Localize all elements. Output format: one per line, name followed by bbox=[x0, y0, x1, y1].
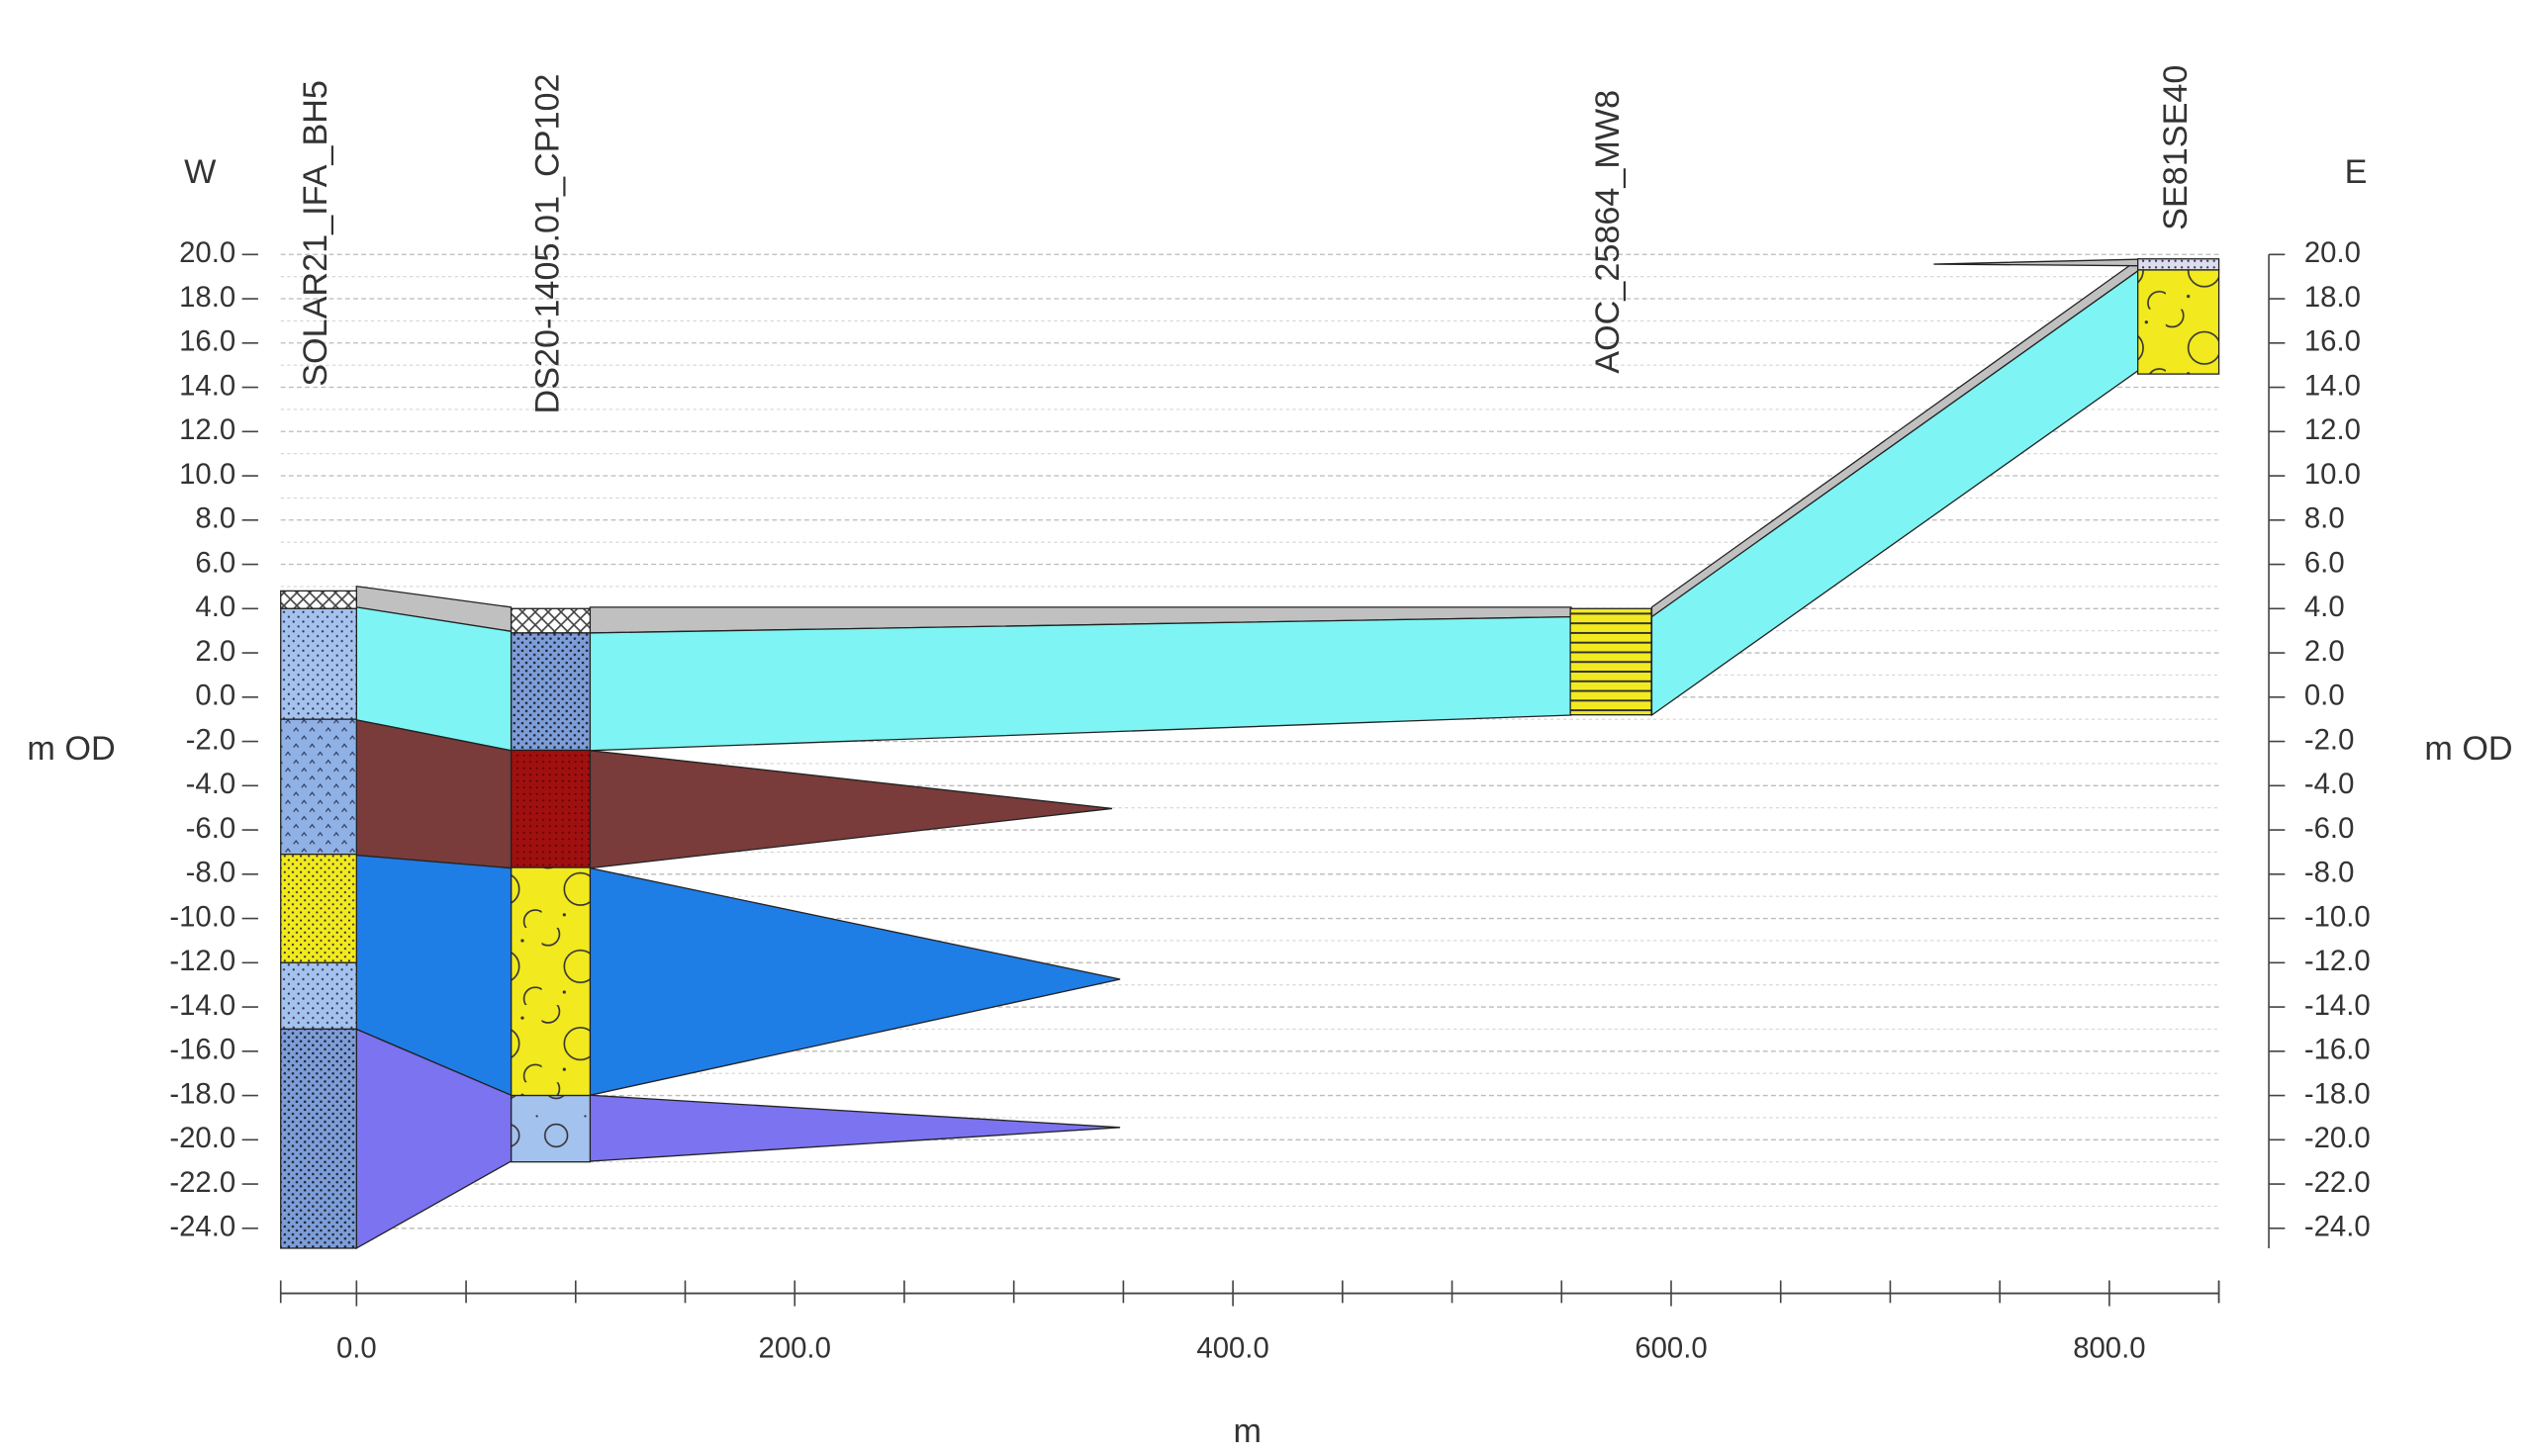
cross-section: SOLAR21_IFA_BH5 DS20-1405.01_CP102 AOC_258… bbox=[0, 0, 2527, 1456]
clay bbox=[590, 751, 1112, 868]
y-tick-label: 12.0 bbox=[179, 413, 235, 446]
y-tick-label-right: -2.0 bbox=[2304, 723, 2354, 756]
y-tick-label: -12.0 bbox=[169, 945, 235, 977]
y-tick-label: -10.0 bbox=[169, 900, 235, 933]
x-tick-label: 600.0 bbox=[1635, 1331, 1707, 1364]
y-tick-label-right: 8.0 bbox=[2304, 502, 2345, 535]
y-tick-label-right: 2.0 bbox=[2304, 635, 2345, 668]
made-ground bbox=[1651, 259, 2138, 616]
y-tick-label-right: 14.0 bbox=[2304, 369, 2361, 402]
y-tick-label-right: 18.0 bbox=[2304, 281, 2361, 314]
y-tick-label: 8.0 bbox=[195, 502, 235, 535]
borehole-stratum bbox=[512, 750, 591, 867]
y-tick-label: -18.0 bbox=[169, 1077, 235, 1110]
borehole-stratum bbox=[2138, 270, 2219, 374]
y-axis-title: m OD bbox=[27, 730, 115, 768]
borehole-stratum bbox=[512, 1096, 591, 1162]
y-tick-label: 20.0 bbox=[179, 236, 235, 269]
y-tick-label: -24.0 bbox=[169, 1211, 235, 1243]
x-tick-label: 400.0 bbox=[1196, 1331, 1268, 1364]
y-tick-label: 6.0 bbox=[195, 546, 235, 579]
y-tick-label: -4.0 bbox=[186, 768, 235, 800]
y-tick-label-right: 6.0 bbox=[2304, 546, 2345, 579]
alluvium bbox=[1651, 271, 2138, 715]
y-tick-label: -8.0 bbox=[186, 857, 235, 889]
y-axis-title-right: m OD bbox=[2424, 730, 2512, 768]
gravel bbox=[590, 1095, 1120, 1161]
y-tick-label-right: -4.0 bbox=[2304, 768, 2354, 800]
sand bbox=[590, 868, 1120, 1096]
y-tick-label-right: 10.0 bbox=[2304, 458, 2361, 491]
west-label: W bbox=[184, 153, 217, 191]
borehole-stratum bbox=[281, 855, 357, 963]
y-tick-label: -14.0 bbox=[169, 989, 235, 1022]
y-tick-label: 18.0 bbox=[179, 281, 235, 314]
y-tick-label-right: -12.0 bbox=[2304, 945, 2371, 977]
y-tick-label-right: 20.0 bbox=[2304, 236, 2361, 269]
east-label: E bbox=[2345, 153, 2368, 191]
y-tick-label-right: -8.0 bbox=[2304, 857, 2354, 889]
y-tick-label-right: 4.0 bbox=[2304, 591, 2345, 623]
borehole-name: SOLAR21_IFA_BH5 bbox=[297, 80, 334, 387]
page: { "header": {"left_label": "W", "right_l… bbox=[0, 0, 2527, 1456]
borehole-name: DS20-1405.01_CP102 bbox=[529, 73, 567, 413]
borehole-name: AOC_25864_MW8 bbox=[1589, 90, 1627, 374]
borehole-stratum bbox=[512, 633, 591, 751]
borehole-stratum bbox=[281, 719, 357, 854]
y-tick-label: -6.0 bbox=[186, 812, 235, 845]
y-tick-label-right: 12.0 bbox=[2304, 413, 2361, 446]
y-tick-label-right: -6.0 bbox=[2304, 812, 2354, 845]
x-axis-title: m bbox=[1233, 1412, 1261, 1450]
y-tick-label-right: -14.0 bbox=[2304, 989, 2371, 1022]
borehole-stratum bbox=[281, 962, 357, 1029]
y-tick-label-right: -16.0 bbox=[2304, 1034, 2371, 1066]
borehole-stratum bbox=[2138, 259, 2219, 270]
x-tick-label: 800.0 bbox=[2073, 1331, 2145, 1364]
y-tick-label-right: -24.0 bbox=[2304, 1211, 2371, 1243]
borehole-name: SE81SE40 bbox=[2157, 65, 2195, 230]
y-tick-label: 0.0 bbox=[195, 680, 235, 712]
y-tick-label: -16.0 bbox=[169, 1034, 235, 1066]
y-tick-label: 14.0 bbox=[179, 369, 235, 402]
y-tick-label: -2.0 bbox=[186, 723, 235, 756]
borehole-stratum bbox=[281, 591, 357, 608]
borehole-stratum bbox=[281, 1029, 357, 1248]
y-tick-label: 2.0 bbox=[195, 635, 235, 668]
y-tick-label-right: -20.0 bbox=[2304, 1122, 2371, 1154]
y-tick-label: -20.0 bbox=[169, 1122, 235, 1154]
y-tick-label-right: 0.0 bbox=[2304, 680, 2345, 712]
borehole-stratum bbox=[281, 608, 357, 719]
y-tick-label-right: -10.0 bbox=[2304, 900, 2371, 933]
strata-correlation bbox=[356, 259, 2138, 1248]
borehole-stratum bbox=[1570, 608, 1651, 714]
y-tick-label-right: 16.0 bbox=[2304, 325, 2361, 358]
x-tick-label: 0.0 bbox=[336, 1331, 377, 1364]
y-tick-label: 4.0 bbox=[195, 591, 235, 623]
y-tick-label: 10.0 bbox=[179, 458, 235, 491]
y-tick-label-right: -22.0 bbox=[2304, 1166, 2371, 1199]
x-tick-label: 200.0 bbox=[759, 1331, 831, 1364]
y-tick-label-right: -18.0 bbox=[2304, 1077, 2371, 1110]
borehole-stratum bbox=[512, 867, 591, 1095]
y-tick-label: -22.0 bbox=[169, 1166, 235, 1199]
alluvium bbox=[590, 617, 1571, 751]
made-ground bbox=[1933, 259, 2138, 266]
y-tick-label: 16.0 bbox=[179, 325, 235, 358]
borehole-stratum bbox=[512, 608, 591, 633]
